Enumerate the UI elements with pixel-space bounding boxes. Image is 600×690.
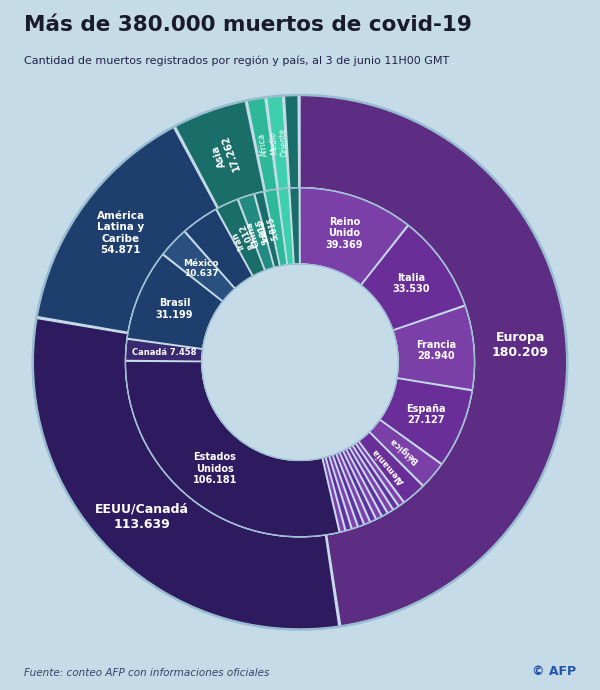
Text: China
5.815: China 5.815 [244,217,271,248]
Text: Irán
8.012: Irán 8.012 [229,222,257,255]
Text: Más de 380.000 muertos de covid-19: Más de 380.000 muertos de covid-19 [24,15,472,35]
Wedge shape [333,453,364,526]
Wedge shape [125,339,203,362]
Wedge shape [380,378,472,464]
Text: Italia
33.530: Italia 33.530 [392,273,430,294]
Circle shape [202,264,398,460]
Wedge shape [254,192,280,268]
Text: Cantidad de muertos registrados por región y país, al 3 de junio 11H00 GMT: Cantidad de muertos registrados por regi… [24,55,449,66]
Text: Asia
17.262: Asia 17.262 [208,133,241,176]
Wedge shape [238,194,274,270]
Wedge shape [278,188,293,265]
Text: Medio
Oriente: Medio Oriente [268,127,290,157]
Text: Fuente: conteo AFP con informaciones oficiales: Fuente: conteo AFP con informaciones ofi… [24,668,269,678]
Wedge shape [329,455,358,529]
Text: EEUU/Canadá
113.639: EEUU/Canadá 113.639 [95,503,190,531]
Text: América
Latina y
Caribe
54.871: América Latina y Caribe 54.871 [97,210,145,255]
Wedge shape [37,127,217,333]
Text: México
10.637: México 10.637 [183,259,218,278]
Wedge shape [265,189,287,266]
Wedge shape [340,451,376,522]
Wedge shape [127,255,223,348]
Text: © AFP: © AFP [532,664,576,678]
Wedge shape [353,444,398,510]
Wedge shape [247,97,277,191]
Wedge shape [163,232,235,302]
Wedge shape [175,101,264,208]
Text: África: África [257,132,270,157]
Wedge shape [370,420,442,486]
Wedge shape [326,456,352,531]
Text: Estados
Unidos
106.181: Estados Unidos 106.181 [193,452,237,485]
Wedge shape [393,306,475,390]
Text: Francia
28.940: Francia 28.940 [416,340,456,362]
Text: India
5.815: India 5.815 [256,216,280,244]
Wedge shape [349,445,393,513]
Text: Alemania: Alemania [371,446,407,485]
Wedge shape [300,95,567,627]
Text: Bélgica: Bélgica [388,436,420,466]
Wedge shape [33,318,339,629]
Wedge shape [356,441,404,506]
Wedge shape [185,209,253,288]
Wedge shape [217,199,265,276]
Wedge shape [343,449,382,519]
Wedge shape [300,188,408,285]
Text: Brasil
31.199: Brasil 31.199 [156,298,193,320]
Wedge shape [125,361,340,537]
Wedge shape [336,452,370,524]
Wedge shape [346,447,388,516]
Wedge shape [284,95,299,188]
Text: Canadá 7.458: Canadá 7.458 [132,348,196,357]
Text: España
27.127: España 27.127 [406,404,446,425]
Wedge shape [361,226,465,330]
Wedge shape [359,432,423,502]
Text: Reino
Unido
39.369: Reino Unido 39.369 [326,217,364,250]
Wedge shape [290,188,299,264]
Text: Europa
180.209: Europa 180.209 [492,331,549,359]
Wedge shape [323,457,345,532]
Wedge shape [266,95,289,189]
